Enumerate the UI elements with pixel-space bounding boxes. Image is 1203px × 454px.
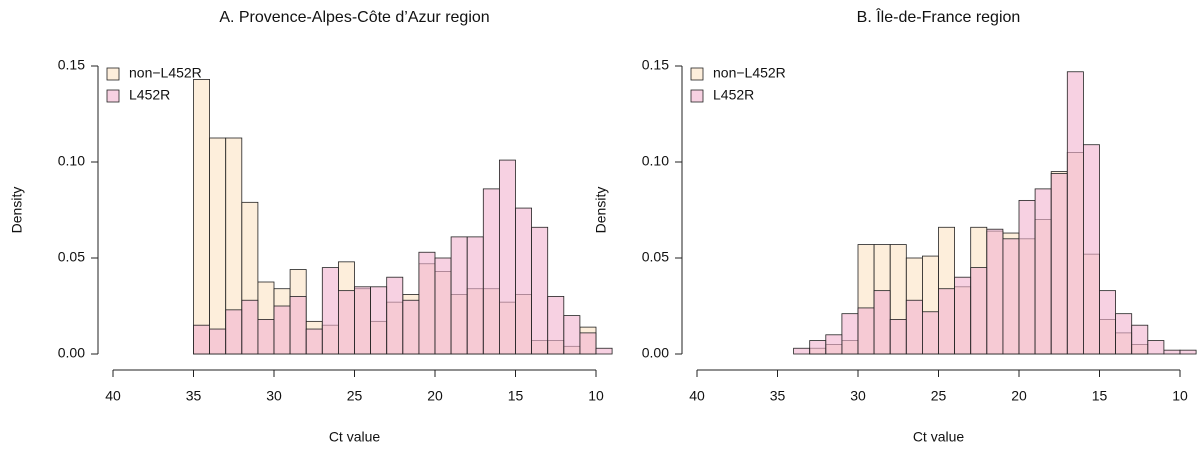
x-axis-title: Ct value [329, 429, 381, 445]
histogram-bar [386, 276, 404, 355]
histogram-bar [434, 257, 452, 355]
histogram-bar [321, 267, 339, 355]
legend-swatch [106, 67, 120, 81]
histogram-bar [1131, 324, 1149, 355]
legend-label: L452R [713, 87, 754, 103]
histogram-bar [193, 324, 211, 355]
x-tick-label: 30 [850, 388, 866, 404]
x-tick-label: 30 [266, 388, 282, 404]
histogram-bar [466, 236, 484, 355]
histogram-bar [418, 251, 436, 355]
histogram-bar [209, 328, 227, 355]
y-tick-label: 0.05 [642, 249, 669, 265]
y-tick-label: 0.10 [642, 153, 669, 169]
y-tick-label: 0.00 [58, 345, 85, 361]
panel: B. Île-de-France region Ct value Density 0.… [593, 7, 1197, 445]
histogram-bar [922, 311, 939, 355]
legend-swatch [690, 67, 704, 81]
histogram-bar [1179, 349, 1197, 355]
x-tick-label: 35 [770, 388, 786, 404]
histogram-bar [905, 299, 923, 355]
histogram-bar [337, 290, 355, 355]
legend-label: non−L452R [129, 65, 202, 81]
y-axis-title: Density [9, 187, 25, 234]
histogram-bar [954, 276, 972, 355]
histogram-bar [889, 319, 907, 355]
histogram-bar [809, 340, 827, 355]
histogram-bar [1050, 173, 1068, 355]
x-tick-label: 20 [1011, 388, 1027, 404]
x-tick-label: 25 [931, 388, 947, 404]
histogram-bar [547, 295, 565, 355]
y-tick-label: 0.15 [58, 57, 85, 73]
histogram-bar [1018, 199, 1036, 355]
x-tick-label: 15 [1092, 388, 1108, 404]
histogram-bar [1002, 238, 1020, 355]
histogram-bar [1163, 349, 1181, 355]
histogram-bar [257, 319, 275, 355]
legend-swatch [106, 89, 120, 103]
x-tick-label: 15 [508, 388, 524, 404]
y-tick-label: 0.00 [642, 345, 669, 361]
y-axis-title: Density [593, 187, 609, 234]
histogram-bar [273, 305, 291, 355]
x-tick-label: 25 [347, 388, 363, 404]
x-axis-title: Ct value [913, 429, 965, 445]
histogram-bar [354, 286, 372, 355]
panel: A. Provence-Alpes-Côte d’Azur region Ct v… [9, 9, 613, 445]
chart-title: B. Île-de-France region [857, 7, 1021, 26]
chart-title: A. Provence-Alpes-Côte d’Azur region [219, 9, 489, 26]
histogram-bar [498, 159, 516, 355]
histogram-bar [450, 236, 468, 355]
x-tick-label: 40 [689, 388, 705, 404]
histogram-bar [1034, 188, 1052, 355]
histogram-bar [595, 347, 613, 355]
histogram-bar [193, 79, 211, 355]
histogram-bar [482, 188, 500, 355]
histogram-bar [515, 207, 533, 355]
histogram-bar [1147, 340, 1165, 355]
legend-swatch [690, 89, 704, 103]
histogram-bar [241, 299, 259, 355]
x-tick-label: 20 [427, 388, 443, 404]
histogram-bar [857, 307, 875, 355]
legend-label: non−L452R [713, 65, 786, 81]
histogram-bar [305, 328, 323, 355]
histogram-bar [825, 334, 843, 355]
x-tick-label: 40 [105, 388, 121, 404]
histogram-bar [841, 313, 859, 355]
histogram-bar [1066, 71, 1084, 355]
histogram-bar [873, 290, 891, 355]
histogram-bar [225, 309, 243, 355]
x-tick-label: 10 [588, 388, 604, 404]
histogram-bar [209, 137, 227, 355]
legend-label: L452R [129, 87, 170, 103]
histogram-bar [970, 267, 988, 355]
histogram-bar [531, 226, 549, 355]
y-tick-label: 0.15 [642, 57, 669, 73]
histogram-bar [563, 315, 581, 355]
x-tick-label: 35 [186, 388, 202, 404]
histogram-bar [579, 332, 597, 355]
histogram-bar [793, 347, 811, 355]
histogram-bar [289, 295, 307, 355]
histogram-bar [370, 286, 388, 355]
x-tick-label: 10 [1172, 388, 1188, 404]
histogram-bar [986, 228, 1004, 355]
histogram-bar [402, 299, 420, 355]
histogram-bar [1115, 313, 1133, 355]
histogram-bar [1099, 290, 1117, 355]
y-tick-label: 0.05 [58, 249, 85, 265]
y-tick-label: 0.10 [58, 153, 85, 169]
histogram-bar [1083, 144, 1100, 355]
histogram-bar [938, 288, 956, 355]
